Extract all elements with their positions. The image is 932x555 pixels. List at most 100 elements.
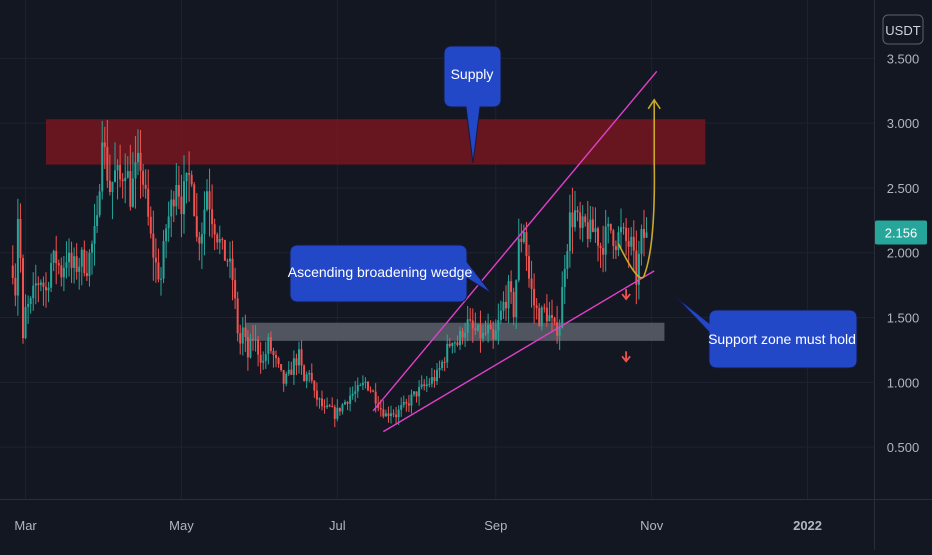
time-tick-label: Sep (484, 518, 507, 533)
candle (507, 275, 510, 324)
candle (142, 163, 145, 197)
candle (430, 367, 433, 388)
currency-badge[interactable]: USDT (882, 14, 924, 45)
candle (208, 168, 211, 237)
candle (236, 291, 239, 342)
candle (640, 224, 643, 266)
candle (497, 303, 500, 345)
candle (85, 250, 88, 281)
candle (98, 183, 101, 218)
candle (614, 240, 617, 259)
candle (211, 184, 214, 238)
candle (244, 314, 247, 352)
candle (474, 312, 477, 336)
candle (469, 307, 472, 323)
candle (594, 207, 597, 244)
candle (369, 386, 372, 393)
candle (617, 226, 620, 257)
candle (441, 359, 444, 371)
candle (581, 205, 584, 242)
candle (121, 172, 124, 199)
candle (597, 226, 599, 262)
candle (172, 190, 175, 223)
candle (328, 403, 331, 408)
candle (264, 341, 267, 369)
candle (62, 256, 65, 292)
candle (540, 305, 543, 331)
time-tick-label: Mar (14, 518, 37, 533)
candle (494, 319, 497, 341)
candle (231, 240, 234, 301)
candle (589, 205, 592, 243)
price-tick-label: 0.500 (887, 440, 920, 455)
candle (627, 227, 630, 268)
wedge-upper-line (372, 70, 658, 412)
candle (351, 386, 354, 400)
candle (124, 153, 127, 204)
candle (39, 279, 42, 292)
candle (203, 191, 206, 256)
candle (530, 260, 533, 308)
time-axis[interactable]: Mar May Jul Sep Nov 2022 (14, 518, 822, 533)
price-axis[interactable]: 3.500 3.000 2.500 2.000 1.500 1.000 0.500 (887, 51, 920, 455)
candle (630, 227, 633, 256)
candle (425, 375, 428, 393)
candle (413, 391, 415, 397)
candle (275, 350, 277, 368)
candle (438, 360, 441, 379)
candle (566, 243, 569, 279)
down-arrow-upper (621, 289, 631, 301)
candle (415, 391, 418, 403)
candle (167, 201, 170, 242)
candle (359, 383, 362, 387)
candle (579, 201, 582, 240)
candle (576, 206, 579, 222)
candle (287, 361, 290, 376)
candle (361, 375, 364, 391)
candle (114, 142, 116, 183)
wedge-callout: Ascending broadening wedge (288, 244, 492, 303)
candle (551, 299, 553, 331)
candle (246, 330, 249, 371)
candle (384, 409, 387, 417)
candle (254, 324, 257, 352)
candle (11, 245, 14, 285)
candle (57, 259, 60, 275)
candle (252, 324, 254, 351)
candle (492, 321, 495, 349)
candle (405, 398, 408, 412)
candle (139, 129, 142, 199)
candle (218, 225, 221, 255)
candle (637, 240, 640, 300)
candle (622, 222, 625, 235)
candle (418, 380, 421, 406)
candle (55, 235, 58, 285)
candle (433, 369, 436, 388)
candle (103, 126, 106, 169)
candle (190, 170, 193, 187)
candle (52, 249, 55, 272)
candle (344, 399, 346, 405)
candle (387, 406, 390, 423)
candle (111, 181, 114, 220)
candle (152, 210, 155, 281)
candle (80, 247, 83, 286)
candle (32, 272, 35, 311)
candle (349, 387, 352, 412)
candle (558, 319, 561, 350)
candle (257, 335, 260, 367)
candle (535, 298, 538, 320)
candle (27, 295, 30, 324)
candle (149, 206, 152, 239)
candle (645, 217, 648, 238)
overlay-layer (372, 70, 661, 433)
candle (101, 120, 104, 200)
candle (78, 257, 81, 290)
candle (93, 203, 96, 266)
candle (323, 399, 326, 414)
candle (400, 397, 403, 417)
projection-arrowhead (647, 98, 661, 110)
candle (83, 240, 86, 277)
candle (471, 308, 474, 343)
